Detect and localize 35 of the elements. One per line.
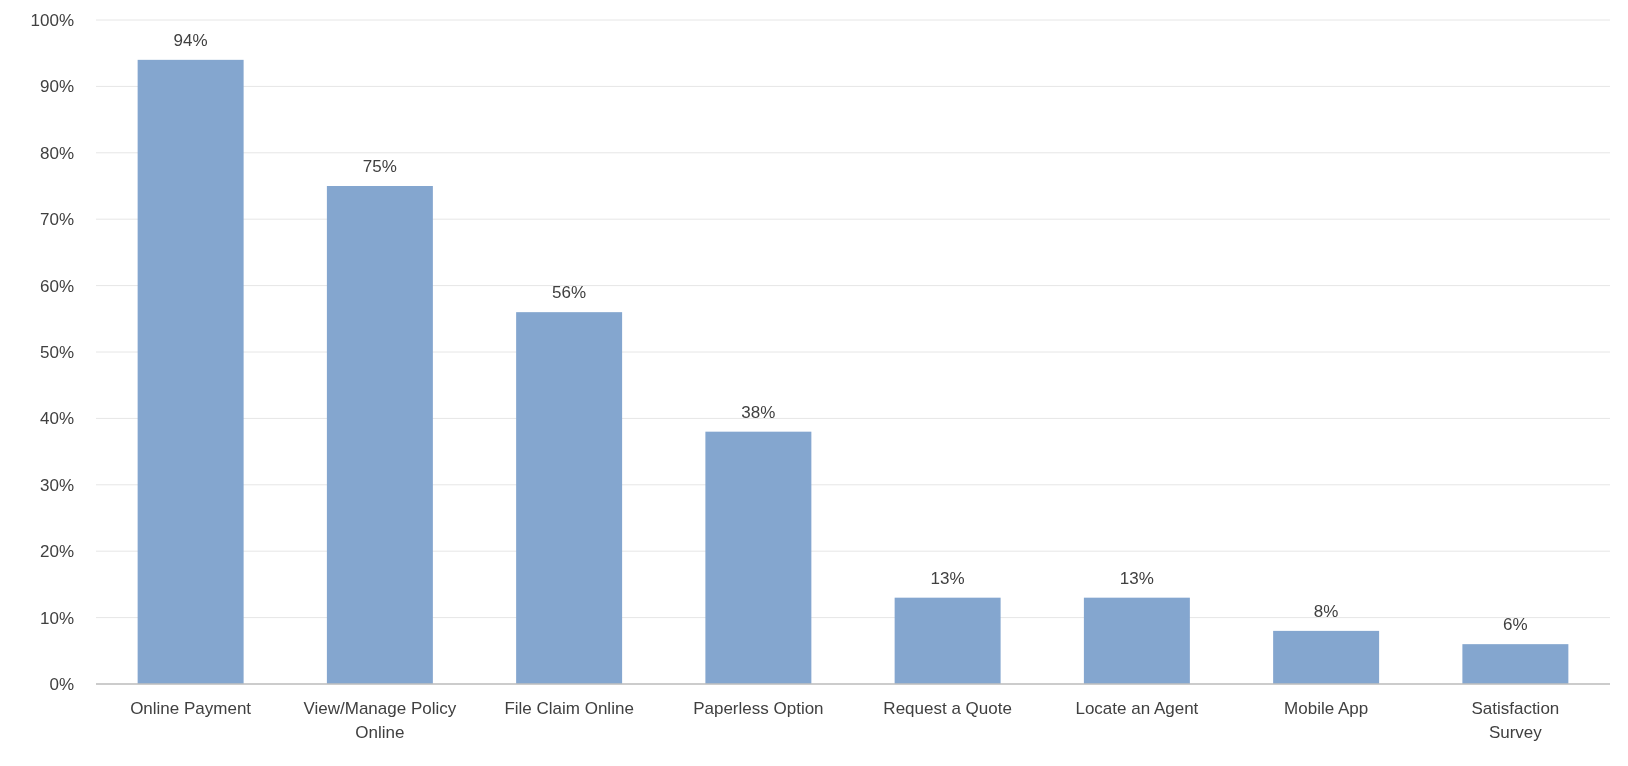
data-label: 75% <box>362 157 397 176</box>
x-tick-label: Satisfaction Survey <box>1471 699 1560 742</box>
data-label: 13% <box>1119 568 1154 588</box>
y-tick-label: 0% <box>49 674 74 694</box>
x-tick-label: Mobile App <box>1284 699 1369 718</box>
bar <box>1462 644 1569 684</box>
data-label: 13% <box>930 568 965 588</box>
data-label: 56% <box>552 283 587 303</box>
bar <box>894 597 1001 684</box>
x-tick-label: Request a Quote <box>883 699 1012 718</box>
bar <box>705 431 812 684</box>
x-tick-label: File Claim Online <box>504 699 634 718</box>
y-tick-label: 90% <box>39 77 74 97</box>
y-tick-label: 70% <box>39 210 74 230</box>
x-tick-label: View/Manage Policy Online <box>303 699 457 742</box>
y-tick-label: 100% <box>30 10 74 30</box>
y-tick-label: 20% <box>39 542 74 562</box>
bar <box>326 186 433 684</box>
bar <box>1083 597 1190 684</box>
bar <box>516 312 623 684</box>
y-tick-label: 50% <box>39 342 74 362</box>
x-tick-label: Online Payment <box>130 699 252 718</box>
y-tick-label: 60% <box>39 276 74 296</box>
x-tick-label: Paperless Option <box>693 699 824 718</box>
data-label: 94% <box>173 30 208 50</box>
bar <box>137 59 244 684</box>
y-tick-label: 80% <box>39 143 74 163</box>
bar <box>1273 630 1380 684</box>
y-tick-label: 30% <box>39 475 74 495</box>
y-tick-label: 10% <box>39 608 74 628</box>
x-tick-label: Locate an Agent <box>1075 699 1199 718</box>
data-label: 8% <box>1313 601 1339 621</box>
y-tick-label: 40% <box>39 409 74 429</box>
data-label: 38% <box>741 402 776 422</box>
data-label: 6% <box>1503 615 1528 635</box>
